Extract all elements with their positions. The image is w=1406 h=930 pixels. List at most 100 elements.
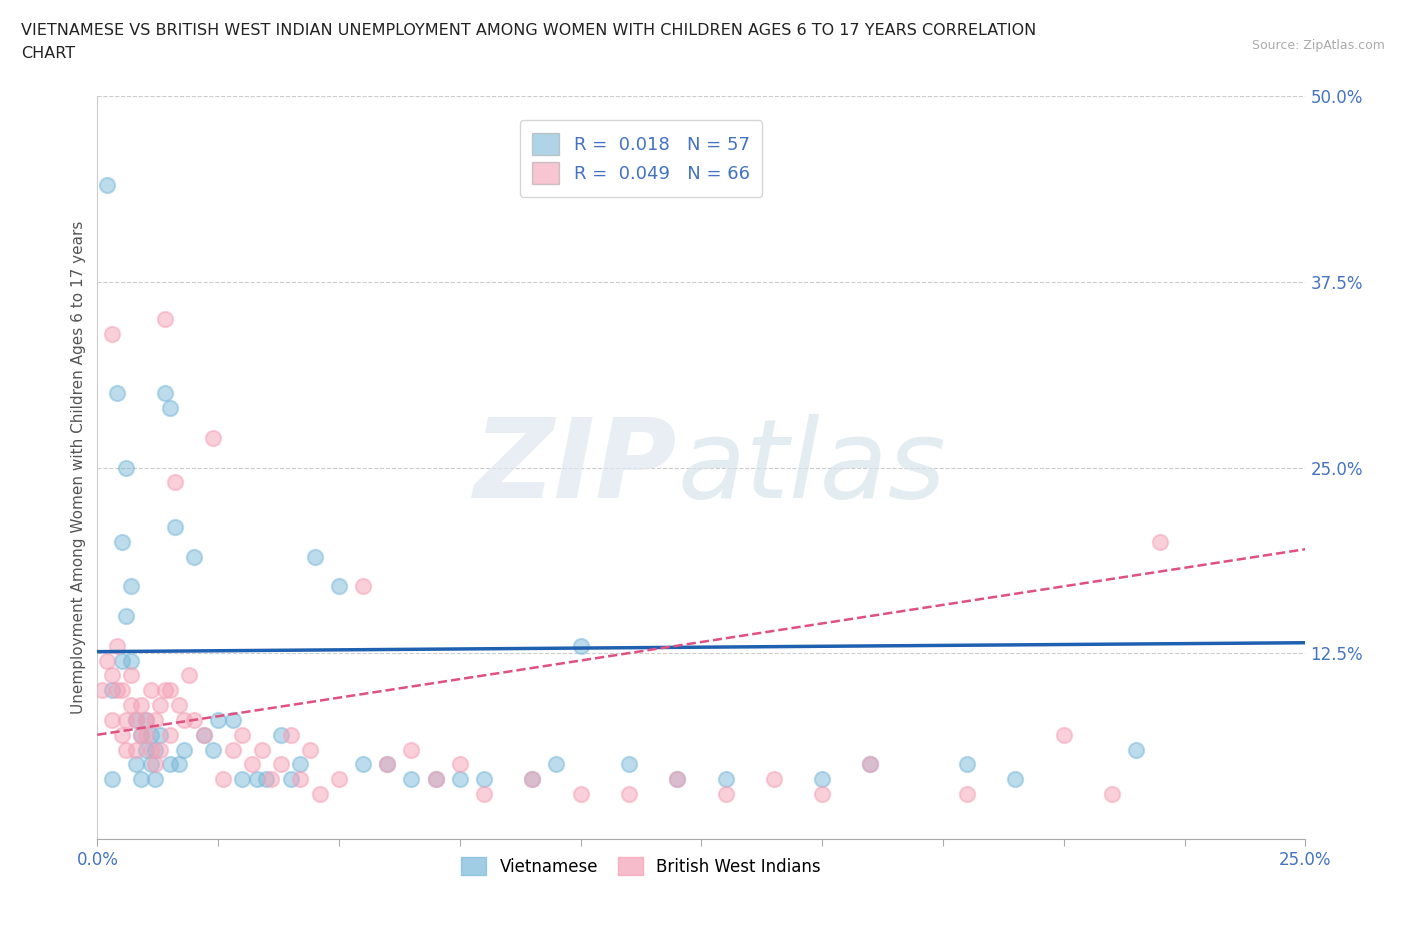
Point	[246, 772, 269, 787]
Point	[143, 712, 166, 727]
Point	[125, 742, 148, 757]
Point	[135, 742, 157, 757]
Point	[159, 683, 181, 698]
Point	[101, 683, 124, 698]
Point	[666, 772, 689, 787]
Point	[163, 520, 186, 535]
Point	[298, 742, 321, 757]
Point	[472, 787, 495, 802]
Point	[120, 653, 142, 668]
Point	[149, 727, 172, 742]
Y-axis label: Unemployment Among Women with Children Ages 6 to 17 years: Unemployment Among Women with Children A…	[72, 220, 86, 714]
Point	[714, 787, 737, 802]
Point	[1053, 727, 1076, 742]
Point	[1101, 787, 1123, 802]
Point	[425, 772, 447, 787]
Point	[173, 742, 195, 757]
Point	[375, 757, 398, 772]
Point	[617, 787, 640, 802]
Point	[472, 772, 495, 787]
Point	[129, 772, 152, 787]
Point	[762, 772, 785, 787]
Point	[139, 727, 162, 742]
Point	[129, 727, 152, 742]
Text: CHART: CHART	[21, 46, 75, 61]
Point	[115, 742, 138, 757]
Point	[270, 727, 292, 742]
Point	[375, 757, 398, 772]
Point	[352, 757, 374, 772]
Point	[153, 312, 176, 326]
Point	[352, 578, 374, 593]
Point	[308, 787, 330, 802]
Point	[193, 727, 215, 742]
Point	[153, 683, 176, 698]
Point	[1125, 742, 1147, 757]
Point	[207, 712, 229, 727]
Point	[110, 535, 132, 550]
Point	[328, 772, 350, 787]
Legend: R =  0.018   N = 57, R =  0.049   N = 66: R = 0.018 N = 57, R = 0.049 N = 66	[520, 120, 762, 197]
Point	[956, 787, 979, 802]
Point	[522, 772, 544, 787]
Point	[125, 712, 148, 727]
Point	[811, 772, 834, 787]
Point	[401, 742, 423, 757]
Point	[91, 683, 114, 698]
Point	[231, 727, 253, 742]
Point	[135, 727, 157, 742]
Point	[163, 475, 186, 490]
Point	[169, 698, 191, 712]
Point	[159, 757, 181, 772]
Point	[202, 742, 225, 757]
Point	[250, 742, 273, 757]
Text: ZIP: ZIP	[474, 414, 678, 521]
Point	[183, 712, 205, 727]
Point	[125, 712, 148, 727]
Point	[1004, 772, 1026, 787]
Point	[125, 757, 148, 772]
Point	[270, 757, 292, 772]
Point	[173, 712, 195, 727]
Point	[101, 772, 124, 787]
Text: VIETNAMESE VS BRITISH WEST INDIAN UNEMPLOYMENT AMONG WOMEN WITH CHILDREN AGES 6 : VIETNAMESE VS BRITISH WEST INDIAN UNEMPL…	[21, 23, 1036, 38]
Point	[96, 653, 118, 668]
Point	[811, 787, 834, 802]
Point	[120, 668, 142, 683]
Text: Source: ZipAtlas.com: Source: ZipAtlas.com	[1251, 39, 1385, 52]
Point	[115, 712, 138, 727]
Point	[280, 772, 302, 787]
Point	[714, 772, 737, 787]
Point	[859, 757, 882, 772]
Point	[212, 772, 235, 787]
Point	[169, 757, 191, 772]
Point	[143, 772, 166, 787]
Point	[105, 386, 128, 401]
Point	[110, 653, 132, 668]
Point	[202, 431, 225, 445]
Point	[231, 772, 253, 787]
Point	[110, 683, 132, 698]
Point	[546, 757, 568, 772]
Point	[290, 757, 312, 772]
Point	[159, 727, 181, 742]
Point	[143, 757, 166, 772]
Point	[280, 727, 302, 742]
Point	[328, 578, 350, 593]
Point	[135, 712, 157, 727]
Point	[159, 401, 181, 416]
Point	[183, 550, 205, 565]
Point	[666, 772, 689, 787]
Point	[120, 578, 142, 593]
Point	[135, 712, 157, 727]
Point	[101, 712, 124, 727]
Point	[401, 772, 423, 787]
Point	[617, 757, 640, 772]
Point	[859, 757, 882, 772]
Point	[153, 386, 176, 401]
Point	[101, 668, 124, 683]
Point	[149, 698, 172, 712]
Point	[522, 772, 544, 787]
Point	[449, 757, 471, 772]
Point	[240, 757, 263, 772]
